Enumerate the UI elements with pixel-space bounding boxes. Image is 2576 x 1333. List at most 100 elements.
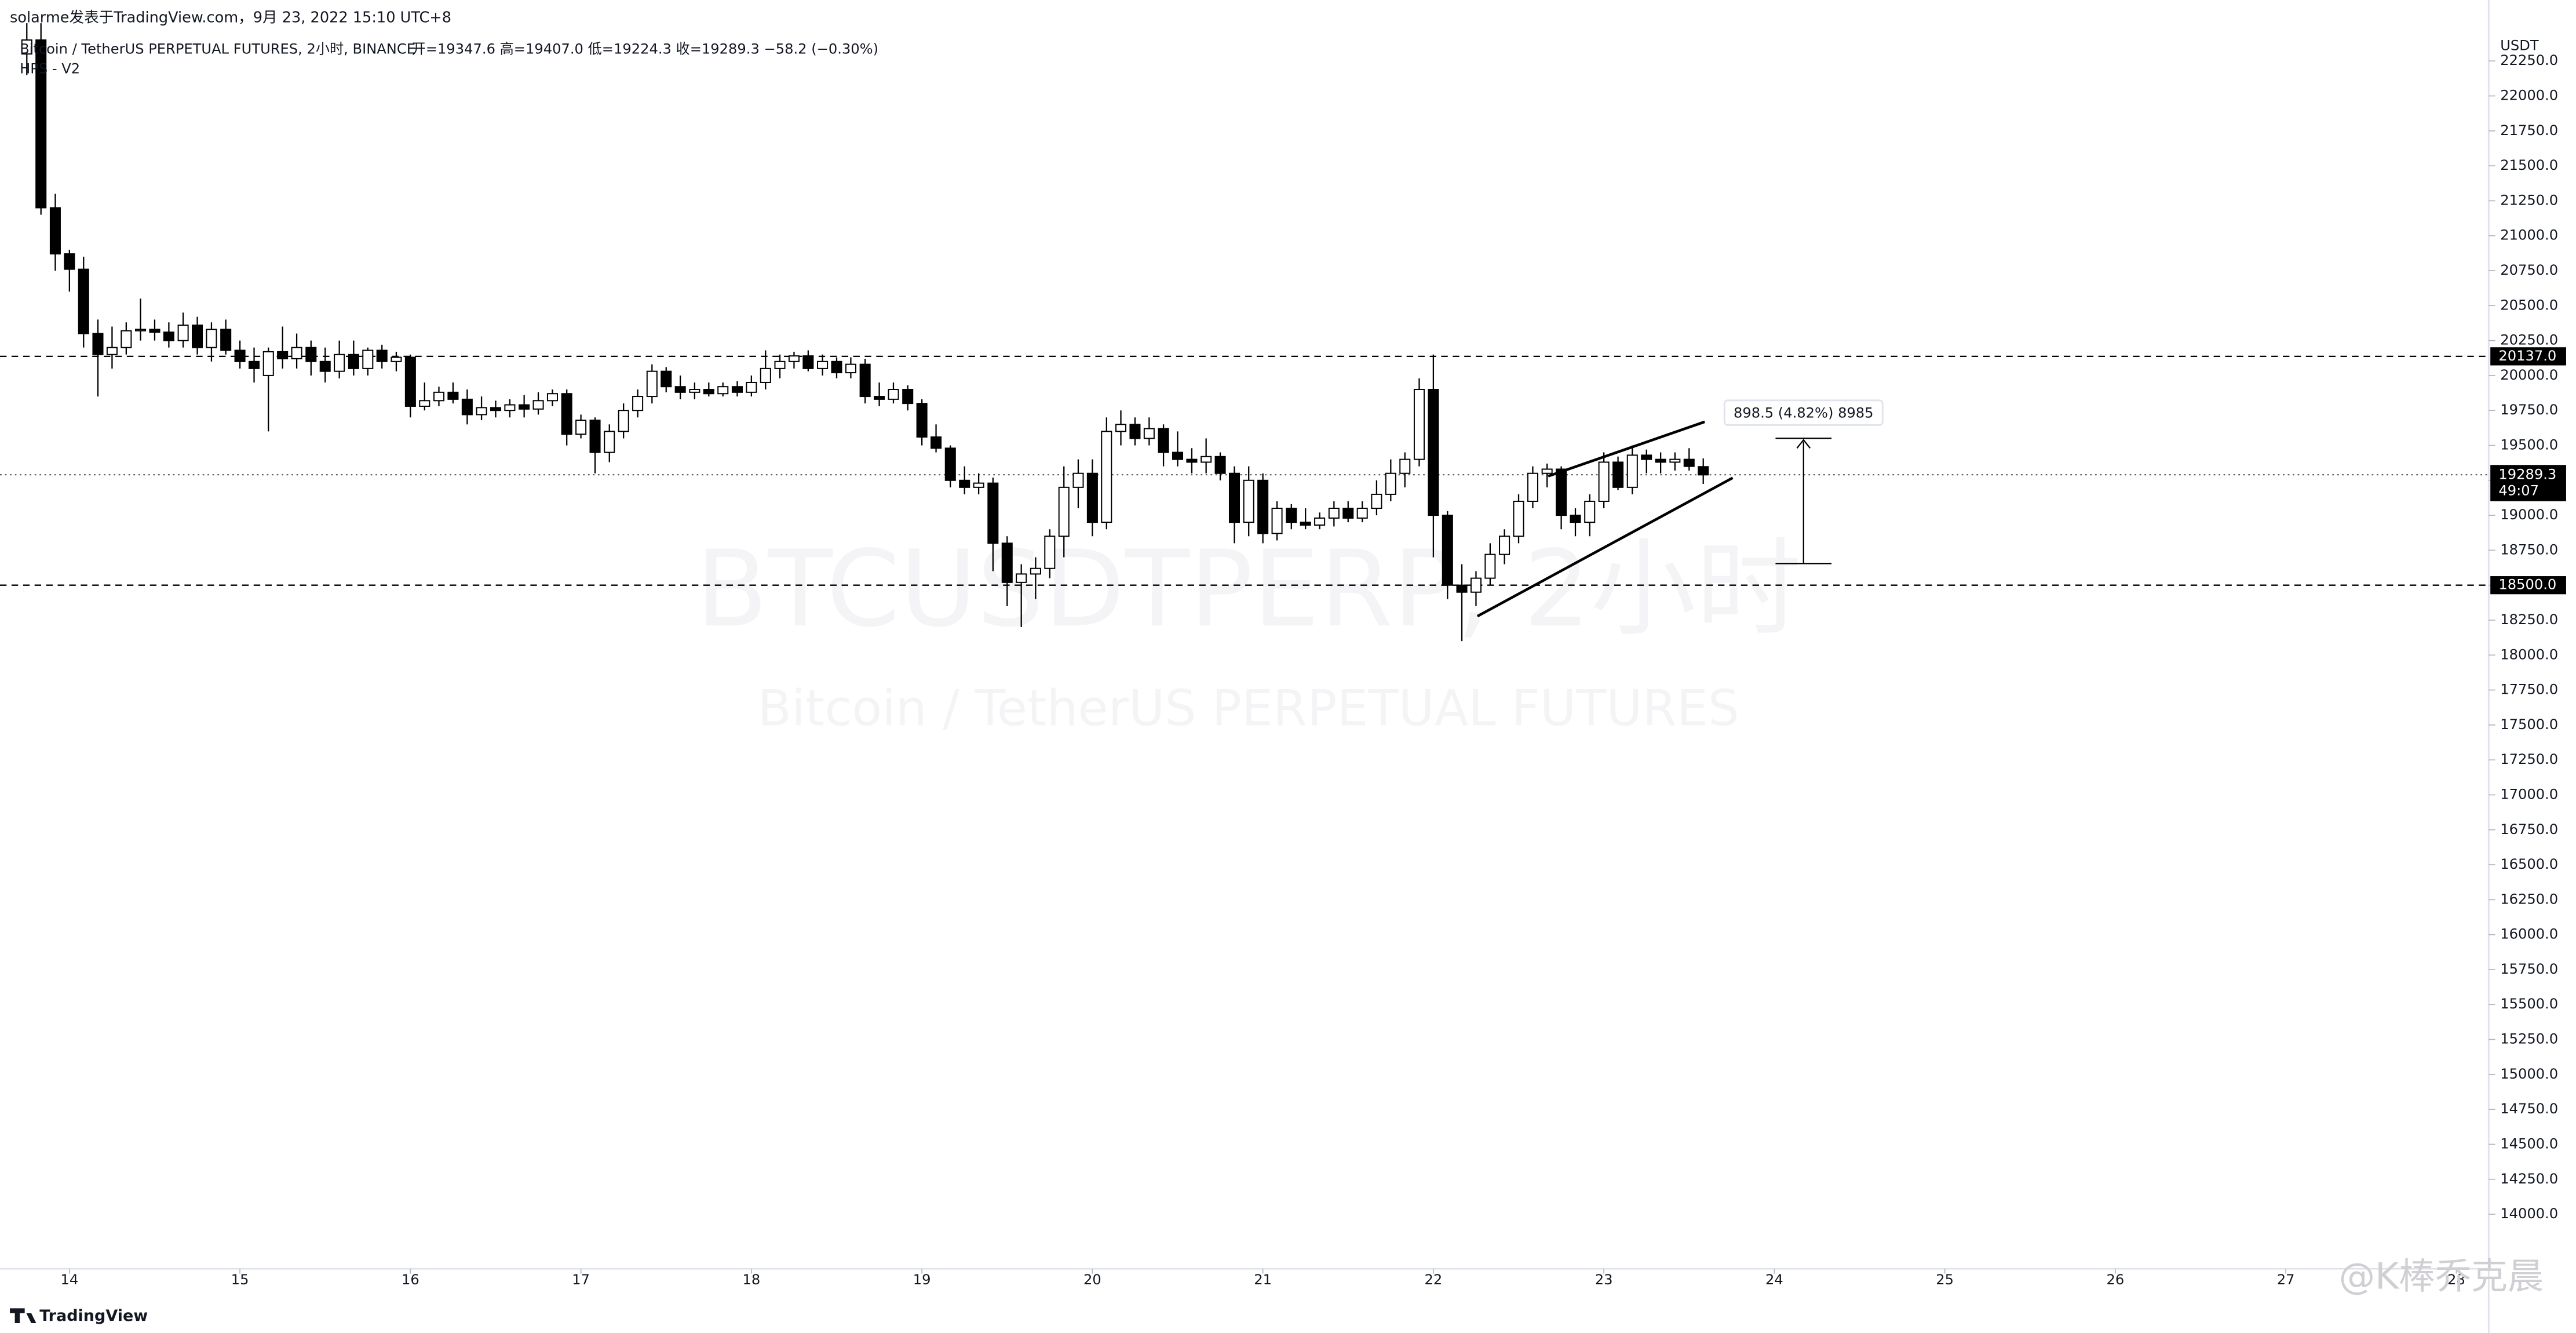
candle-body xyxy=(1484,553,1496,579)
brand: TradingView xyxy=(39,1307,148,1325)
candle-body xyxy=(1158,428,1169,453)
candle-body xyxy=(461,398,473,416)
candle-body xyxy=(447,391,459,400)
candle-body xyxy=(319,360,331,372)
x-tick-label: 28 xyxy=(2447,1272,2465,1288)
y-tick-label: 16500.0 xyxy=(2500,856,2558,872)
candle-body xyxy=(831,360,842,374)
candle-body xyxy=(802,355,814,369)
x-tick-label: 26 xyxy=(2107,1272,2125,1288)
candle-body xyxy=(49,207,61,255)
y-tick-label: 20500.0 xyxy=(2500,297,2558,313)
weibo-watermark: @K棒乔克晨 xyxy=(2339,1255,2544,1297)
y-tick-label: 16250.0 xyxy=(2500,891,2558,907)
candle-body xyxy=(1371,493,1382,509)
candle-body xyxy=(703,389,714,395)
candle-body xyxy=(1243,479,1254,523)
candle-body xyxy=(1399,458,1411,474)
candle-body xyxy=(348,354,359,369)
candle-body xyxy=(391,356,402,362)
candle-body xyxy=(192,325,203,348)
candle-body xyxy=(1101,431,1112,523)
candle-body xyxy=(774,360,786,369)
x-tick-label: 27 xyxy=(2277,1272,2295,1288)
y-tick-label: 15000.0 xyxy=(2500,1066,2558,1082)
candle-body xyxy=(64,253,75,270)
candle-body xyxy=(1442,515,1453,586)
y-tick-label: 19750.0 xyxy=(2500,402,2558,418)
candle-body xyxy=(35,39,47,209)
candle-body xyxy=(1470,577,1482,593)
candle-body xyxy=(546,393,558,402)
candle-body xyxy=(135,329,147,332)
candle-body xyxy=(1669,458,1681,463)
candle-body xyxy=(888,389,899,400)
y-tick-label: 17500.0 xyxy=(2500,716,2558,733)
candle-body xyxy=(1328,508,1340,519)
candle-body xyxy=(618,410,629,432)
candle-body xyxy=(1356,508,1368,519)
candle-body xyxy=(262,351,274,376)
candle-body xyxy=(149,329,160,333)
candle-body xyxy=(1385,472,1396,495)
candle-body xyxy=(1172,451,1184,460)
candle-body xyxy=(1058,486,1070,537)
candle-body xyxy=(959,479,970,488)
y-tick-label: 18000.0 xyxy=(2500,646,2558,662)
symbol-line: Bitcoin / TetherUS PERPETUAL FUTURES, 2小… xyxy=(20,41,415,57)
candle-body xyxy=(1683,458,1695,467)
x-tick-label: 18 xyxy=(742,1272,760,1288)
candle-body xyxy=(92,333,104,355)
candle-body xyxy=(106,347,118,355)
candle-body xyxy=(717,386,729,395)
brand-logo xyxy=(10,1308,37,1323)
last-price-label: 19289.3 xyxy=(2498,466,2556,482)
unit-label: USDT xyxy=(2500,38,2539,54)
candle-body xyxy=(1286,508,1297,523)
y-tick-label: 22250.0 xyxy=(2500,52,2558,68)
candle-body xyxy=(632,396,644,411)
trendline xyxy=(1476,476,1734,618)
candle-body xyxy=(859,363,871,398)
y-tick-label: 16000.0 xyxy=(2500,926,2558,942)
candle-body xyxy=(1698,466,1709,476)
candle-body xyxy=(1641,454,1652,460)
y-tick-label: 15250.0 xyxy=(2500,1031,2558,1047)
candle-body xyxy=(121,330,132,348)
indicator-label: HPS - V2 xyxy=(20,60,80,77)
y-tick-label: 21250.0 xyxy=(2500,192,2558,208)
ohlc-legend: 开=19347.6 高=19407.0 低=19224.3 收=19289.3 … xyxy=(412,41,878,57)
candle-body xyxy=(1556,468,1567,516)
candle-body xyxy=(1257,479,1269,534)
candle-body xyxy=(1271,508,1283,534)
candle-body xyxy=(874,396,885,400)
candle-body xyxy=(1129,424,1141,439)
candle-body xyxy=(504,404,516,411)
candle-body xyxy=(334,354,345,372)
candle-body xyxy=(589,420,601,453)
candle-body xyxy=(234,349,246,362)
measure-arrow xyxy=(1796,439,1811,449)
candle-body xyxy=(1115,424,1127,432)
candle-body xyxy=(1428,389,1439,516)
candle-body xyxy=(163,332,174,341)
y-tick-label: 21500.0 xyxy=(2500,157,2558,173)
y-tick-label: 18250.0 xyxy=(2500,611,2558,628)
candle-body xyxy=(404,356,416,407)
x-tick-label: 19 xyxy=(913,1272,931,1288)
candle-body xyxy=(277,351,289,359)
x-tick-label: 22 xyxy=(1425,1272,1443,1288)
y-tick-label: 20000.0 xyxy=(2500,367,2558,383)
candle-body xyxy=(561,393,572,435)
y-tick-label: 14000.0 xyxy=(2500,1205,2558,1222)
candle-body xyxy=(845,363,856,374)
x-tick-label: 25 xyxy=(1936,1272,1954,1288)
candle-body xyxy=(433,391,445,402)
candle-body xyxy=(1214,456,1226,474)
candle-body xyxy=(362,349,374,369)
candle-body xyxy=(1186,458,1198,463)
candle-body xyxy=(1541,468,1553,474)
candle-body xyxy=(731,386,743,393)
candle-body xyxy=(689,389,700,393)
